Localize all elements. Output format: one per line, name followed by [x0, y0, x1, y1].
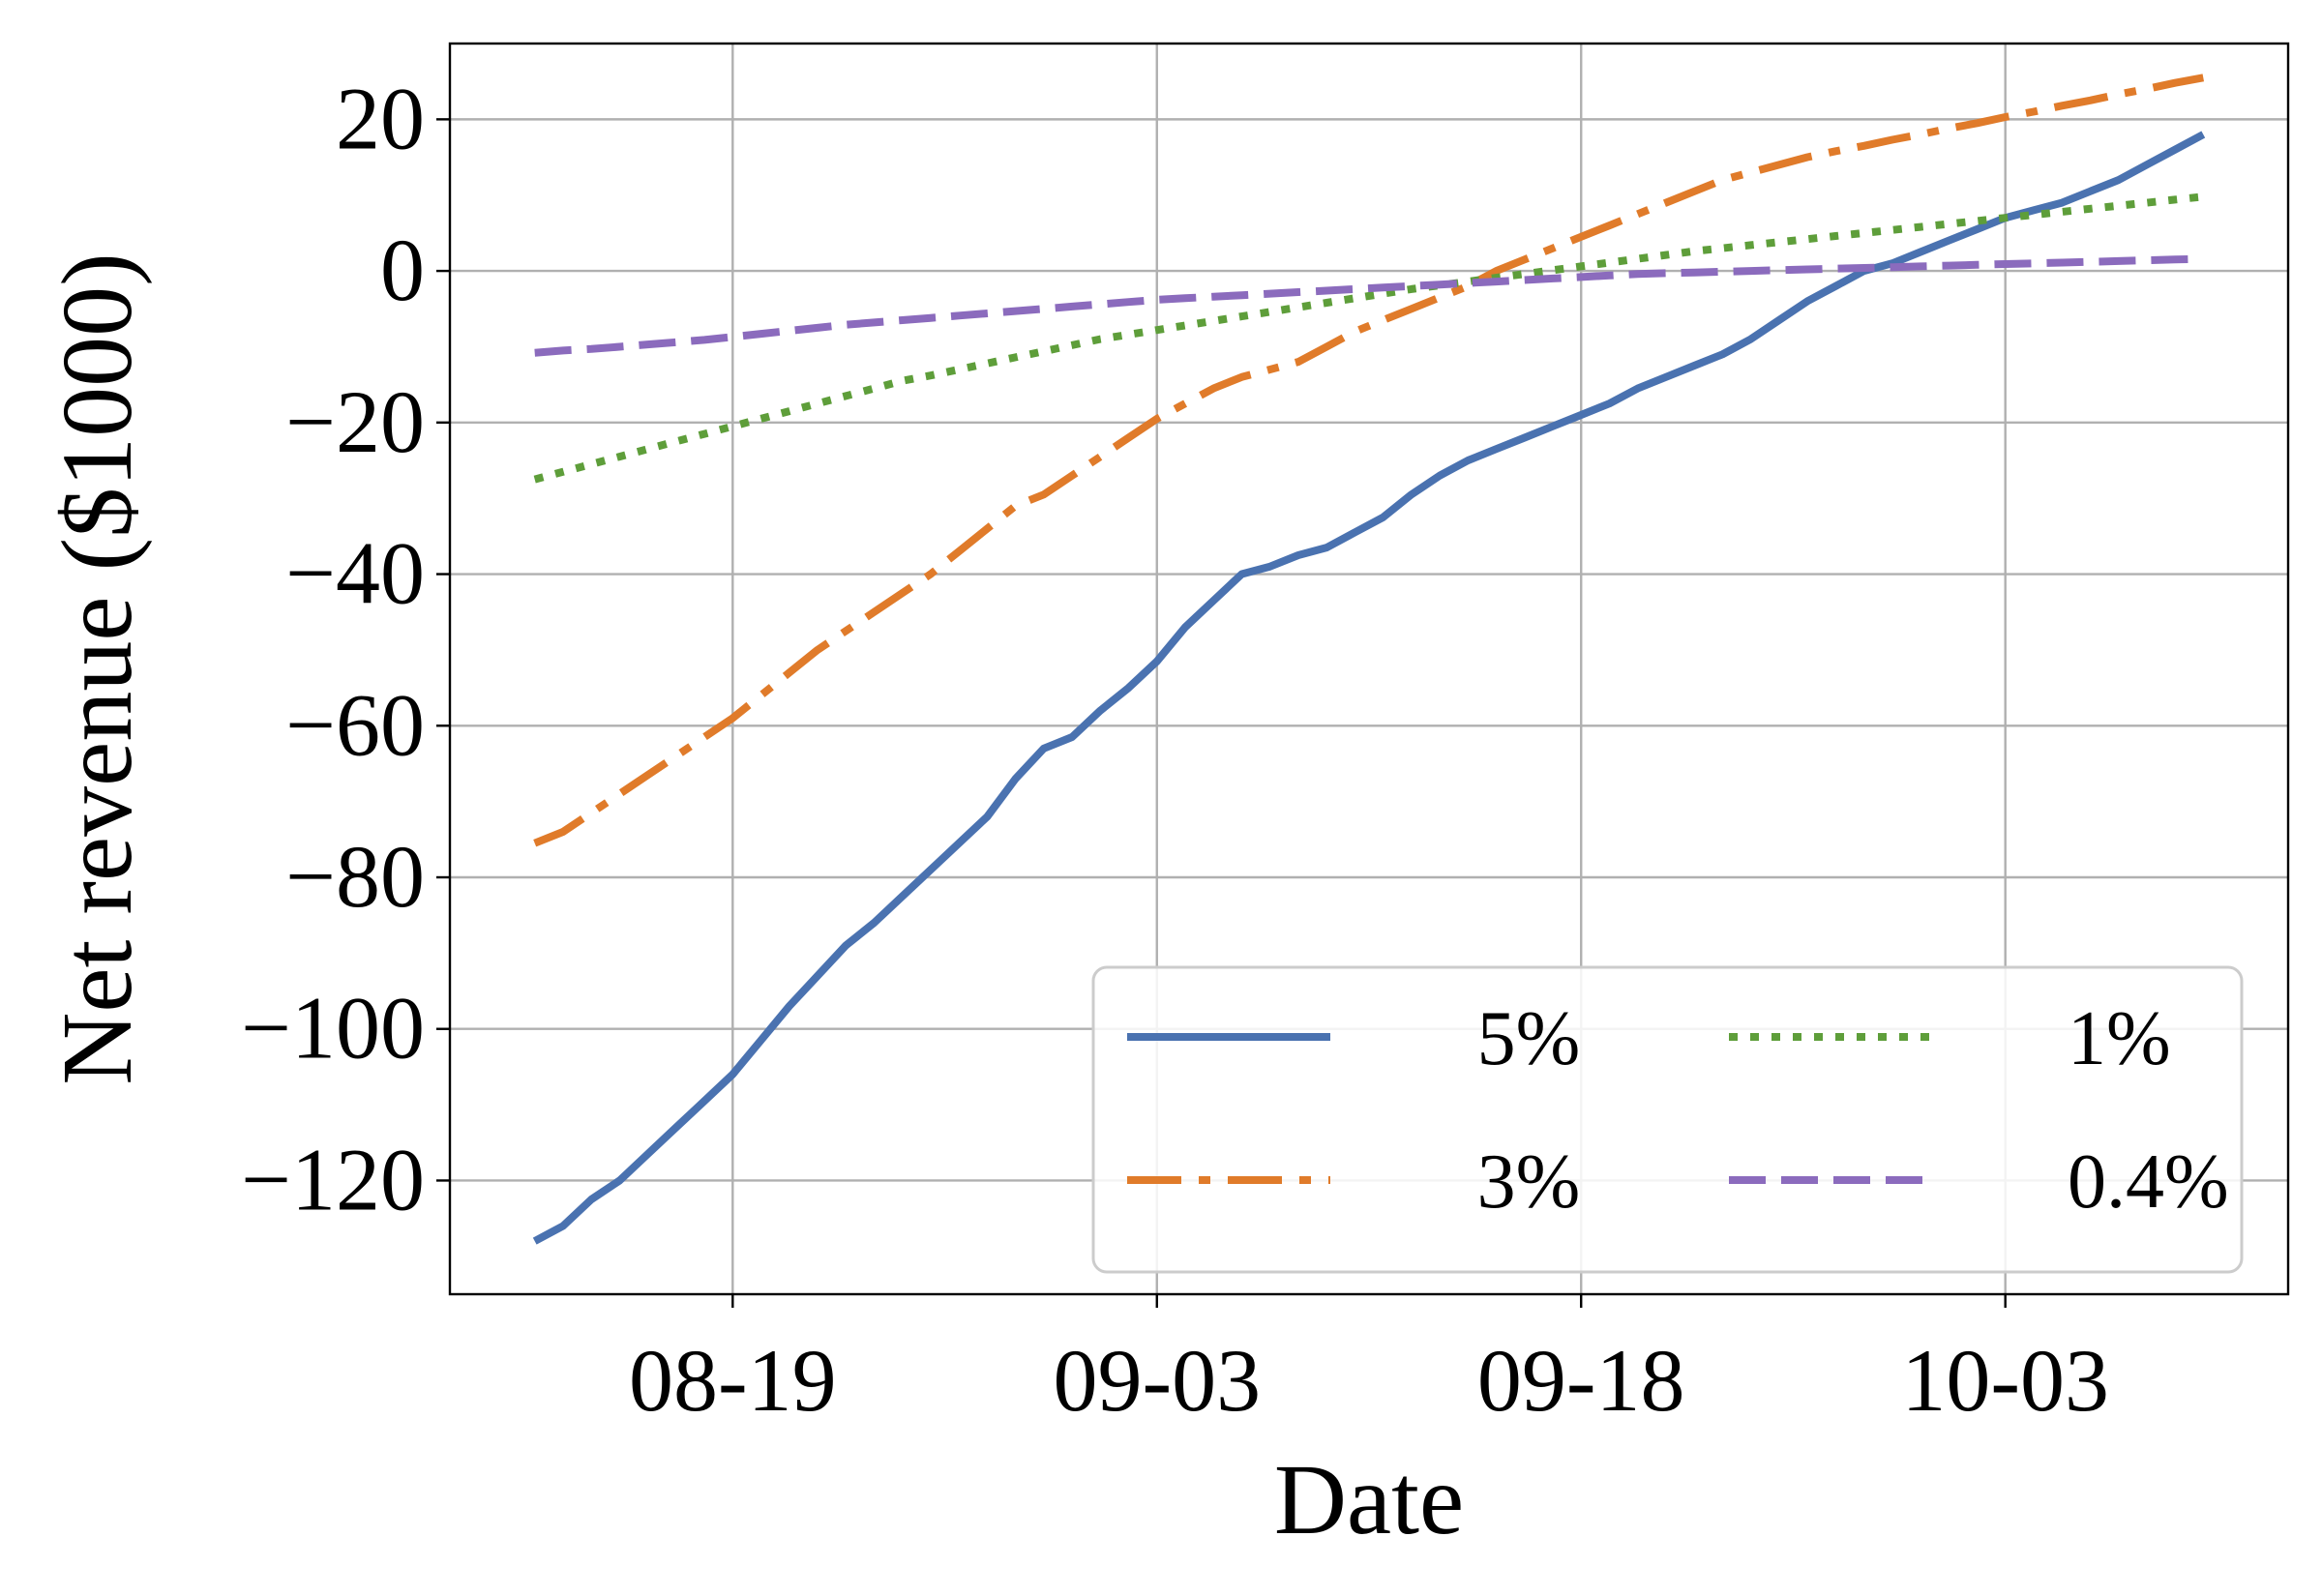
y-tick-label: 20 [336, 69, 425, 167]
series-line-4 [534, 254, 2204, 357]
plot-area-frame [448, 42, 2290, 1296]
legend: 5% 3% 1% 0.4% [1091, 965, 2244, 1274]
series-lines [532, 74, 2206, 1245]
series-line-1 [532, 131, 2206, 1245]
legend-label-4: 0.4% [2068, 1139, 2229, 1225]
legend-label-2: 3% [1477, 1139, 1581, 1225]
y-tick-label: −120 [241, 1130, 425, 1228]
axis-ticks: 20 0 −20 −40 −60 −80 −100 −120 08-19 09-03 09-18 10… [241, 69, 2109, 1430]
legend-label-1: 5% [1477, 996, 1581, 1081]
x-tick-label: 10-03 [1901, 1331, 2109, 1430]
y-tick-label: 0 [380, 221, 425, 319]
legend-box [1091, 965, 2244, 1274]
y-axis-title: Net revenue ($1000) [42, 252, 153, 1085]
series-line-2 [533, 74, 2205, 847]
x-tick-label: 08-19 [629, 1331, 837, 1430]
y-tick-label: −20 [285, 372, 425, 471]
x-axis-title: Date [1274, 1444, 1464, 1555]
y-tick-label: −60 [285, 675, 425, 774]
legend-label-3: 1% [2068, 996, 2171, 1081]
series-line-3 [533, 192, 2204, 484]
x-tick-label: 09-03 [1053, 1331, 1261, 1430]
y-tick-label: −80 [285, 827, 425, 926]
y-tick-label: −40 [285, 524, 425, 623]
y-tick-label: −100 [241, 979, 425, 1078]
x-tick-label: 09-18 [1477, 1331, 1685, 1430]
